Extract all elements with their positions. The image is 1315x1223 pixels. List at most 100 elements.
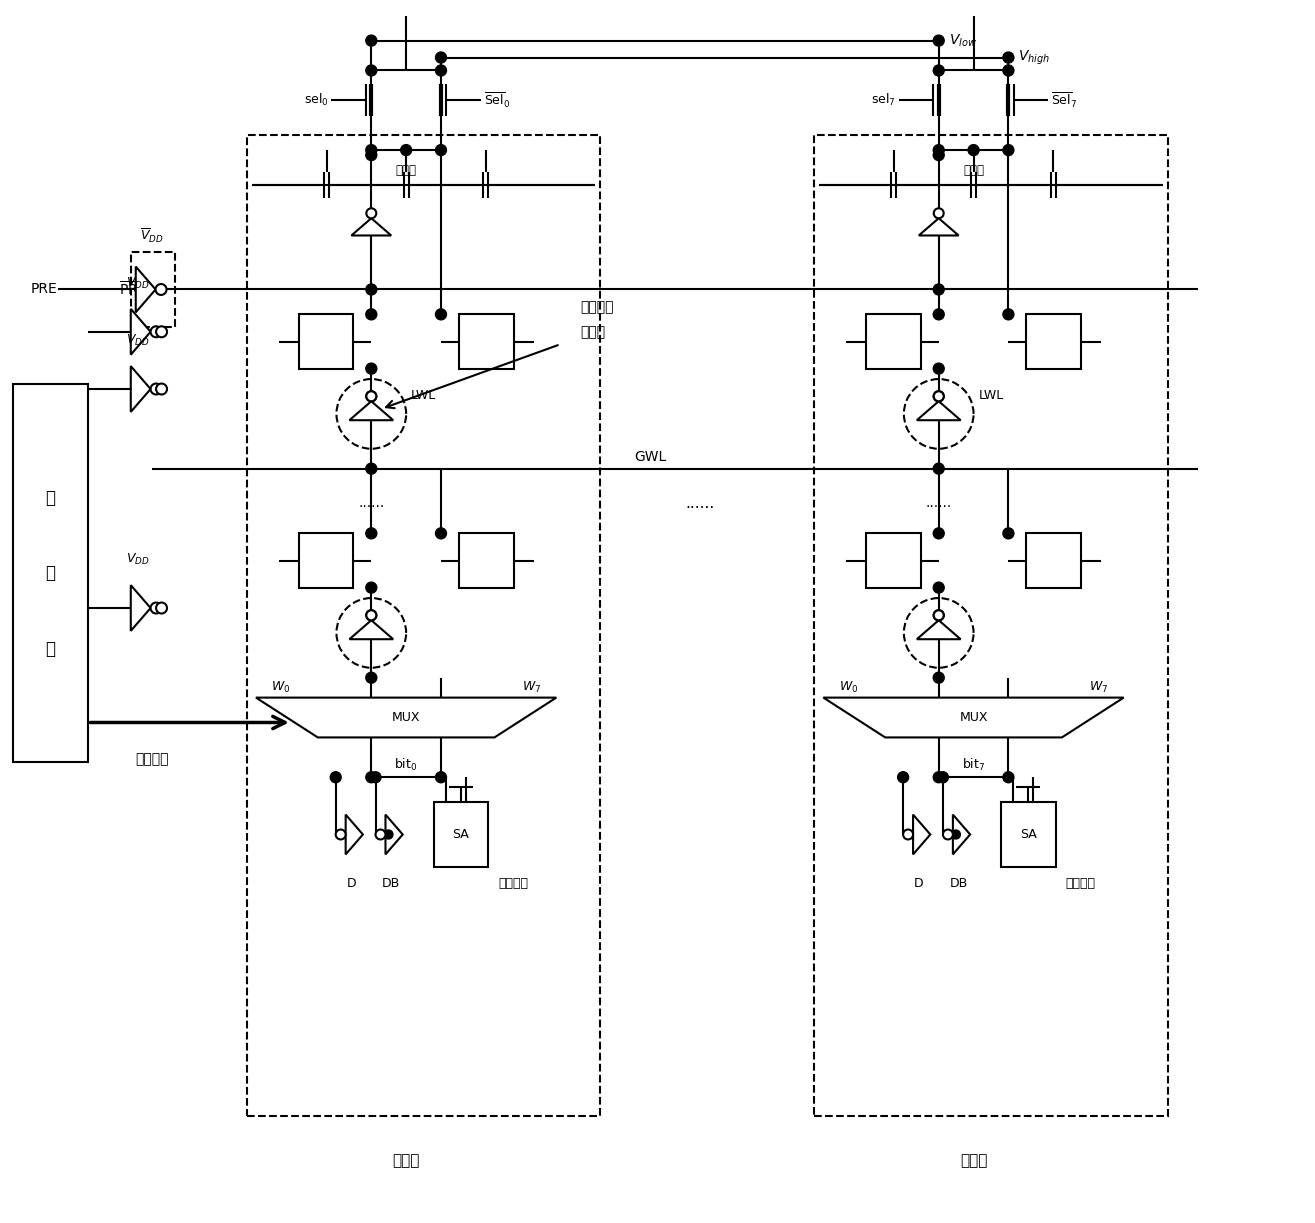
Circle shape xyxy=(435,772,447,783)
Circle shape xyxy=(934,610,944,620)
Circle shape xyxy=(903,829,913,839)
Bar xyxy=(434,802,488,867)
Circle shape xyxy=(934,391,944,401)
Text: $V_{high}$: $V_{high}$ xyxy=(1018,49,1051,67)
Circle shape xyxy=(934,673,944,684)
Circle shape xyxy=(366,673,377,684)
Circle shape xyxy=(401,144,412,155)
Text: LWL: LWL xyxy=(412,389,437,402)
Polygon shape xyxy=(823,697,1124,737)
Circle shape xyxy=(934,149,944,160)
Text: bit$_0$: bit$_0$ xyxy=(394,757,418,773)
Text: SA: SA xyxy=(1020,828,1036,841)
Circle shape xyxy=(366,391,377,401)
Circle shape xyxy=(1003,309,1014,320)
Circle shape xyxy=(934,363,944,374)
Text: DB: DB xyxy=(949,877,968,890)
Polygon shape xyxy=(135,267,155,312)
Circle shape xyxy=(435,144,447,155)
Text: 数据输出: 数据输出 xyxy=(1065,877,1095,890)
Text: ......: ...... xyxy=(358,497,384,510)
Circle shape xyxy=(384,830,393,839)
Bar xyxy=(867,533,920,588)
Circle shape xyxy=(376,829,385,839)
Circle shape xyxy=(156,327,167,338)
Circle shape xyxy=(934,35,944,46)
Polygon shape xyxy=(346,815,363,855)
Text: ......: ...... xyxy=(926,497,952,510)
Circle shape xyxy=(367,610,376,620)
Circle shape xyxy=(367,208,376,218)
Circle shape xyxy=(366,464,377,475)
Polygon shape xyxy=(130,309,151,355)
Circle shape xyxy=(934,391,944,401)
Polygon shape xyxy=(917,401,961,421)
Text: 电压域: 电压域 xyxy=(392,1153,419,1168)
Circle shape xyxy=(151,384,162,395)
Bar xyxy=(459,533,514,588)
Text: PRE: PRE xyxy=(32,283,58,296)
Bar xyxy=(299,314,354,369)
Text: 数据输出: 数据输出 xyxy=(498,877,529,890)
Bar xyxy=(814,136,1168,1115)
Circle shape xyxy=(370,772,381,783)
Text: $V_{DD}$: $V_{DD}$ xyxy=(125,276,149,291)
Text: $W_0$: $W_0$ xyxy=(839,680,857,695)
Circle shape xyxy=(951,830,960,839)
Circle shape xyxy=(330,772,341,783)
Circle shape xyxy=(366,149,377,160)
Polygon shape xyxy=(256,697,556,737)
Circle shape xyxy=(366,582,377,593)
Circle shape xyxy=(151,603,162,614)
Circle shape xyxy=(435,528,447,539)
Circle shape xyxy=(934,464,944,475)
Text: $V_{DD}$: $V_{DD}$ xyxy=(125,333,149,349)
Polygon shape xyxy=(953,815,970,855)
Circle shape xyxy=(934,582,944,593)
Circle shape xyxy=(151,327,162,338)
Circle shape xyxy=(1003,528,1014,539)
Circle shape xyxy=(367,391,376,401)
Bar xyxy=(13,384,88,762)
Circle shape xyxy=(366,309,377,320)
Bar xyxy=(247,136,600,1115)
Circle shape xyxy=(435,309,447,320)
Circle shape xyxy=(366,528,377,539)
Text: $\overline{\mathrm{PRE}}$: $\overline{\mathrm{PRE}}$ xyxy=(118,280,147,298)
Text: $W_7$: $W_7$ xyxy=(1089,680,1109,695)
Circle shape xyxy=(155,284,167,295)
Polygon shape xyxy=(350,401,393,421)
Circle shape xyxy=(156,603,167,614)
Circle shape xyxy=(898,772,909,783)
Bar xyxy=(1026,533,1081,588)
Circle shape xyxy=(934,309,944,320)
Text: sel$_7$: sel$_7$ xyxy=(872,92,896,109)
Text: 预充电: 预充电 xyxy=(963,164,984,177)
Polygon shape xyxy=(917,620,961,640)
Bar xyxy=(130,252,175,328)
Circle shape xyxy=(934,65,944,76)
Bar xyxy=(459,314,514,369)
Text: LWL: LWL xyxy=(978,389,1003,402)
Circle shape xyxy=(156,384,167,395)
Text: MUX: MUX xyxy=(392,711,421,724)
Text: $\overline{V}_{DD}$: $\overline{V}_{DD}$ xyxy=(141,226,164,245)
Text: $W_7$: $W_7$ xyxy=(522,680,540,695)
Circle shape xyxy=(934,284,944,295)
Bar xyxy=(1001,802,1056,867)
Text: DB: DB xyxy=(383,877,400,890)
Polygon shape xyxy=(919,218,959,236)
Text: GWL: GWL xyxy=(634,450,667,464)
Circle shape xyxy=(1003,144,1014,155)
Circle shape xyxy=(934,144,944,155)
Text: SA: SA xyxy=(452,828,469,841)
Circle shape xyxy=(934,772,944,783)
Polygon shape xyxy=(130,585,151,631)
Circle shape xyxy=(1003,772,1014,783)
Circle shape xyxy=(366,284,377,295)
Text: bit$_7$: bit$_7$ xyxy=(961,757,985,773)
Text: $\overline{\mathrm{Sel}}_0$: $\overline{\mathrm{Sel}}_0$ xyxy=(484,91,510,110)
Circle shape xyxy=(335,829,346,839)
Text: $V_{DD}$: $V_{DD}$ xyxy=(125,552,149,567)
Circle shape xyxy=(938,772,948,783)
